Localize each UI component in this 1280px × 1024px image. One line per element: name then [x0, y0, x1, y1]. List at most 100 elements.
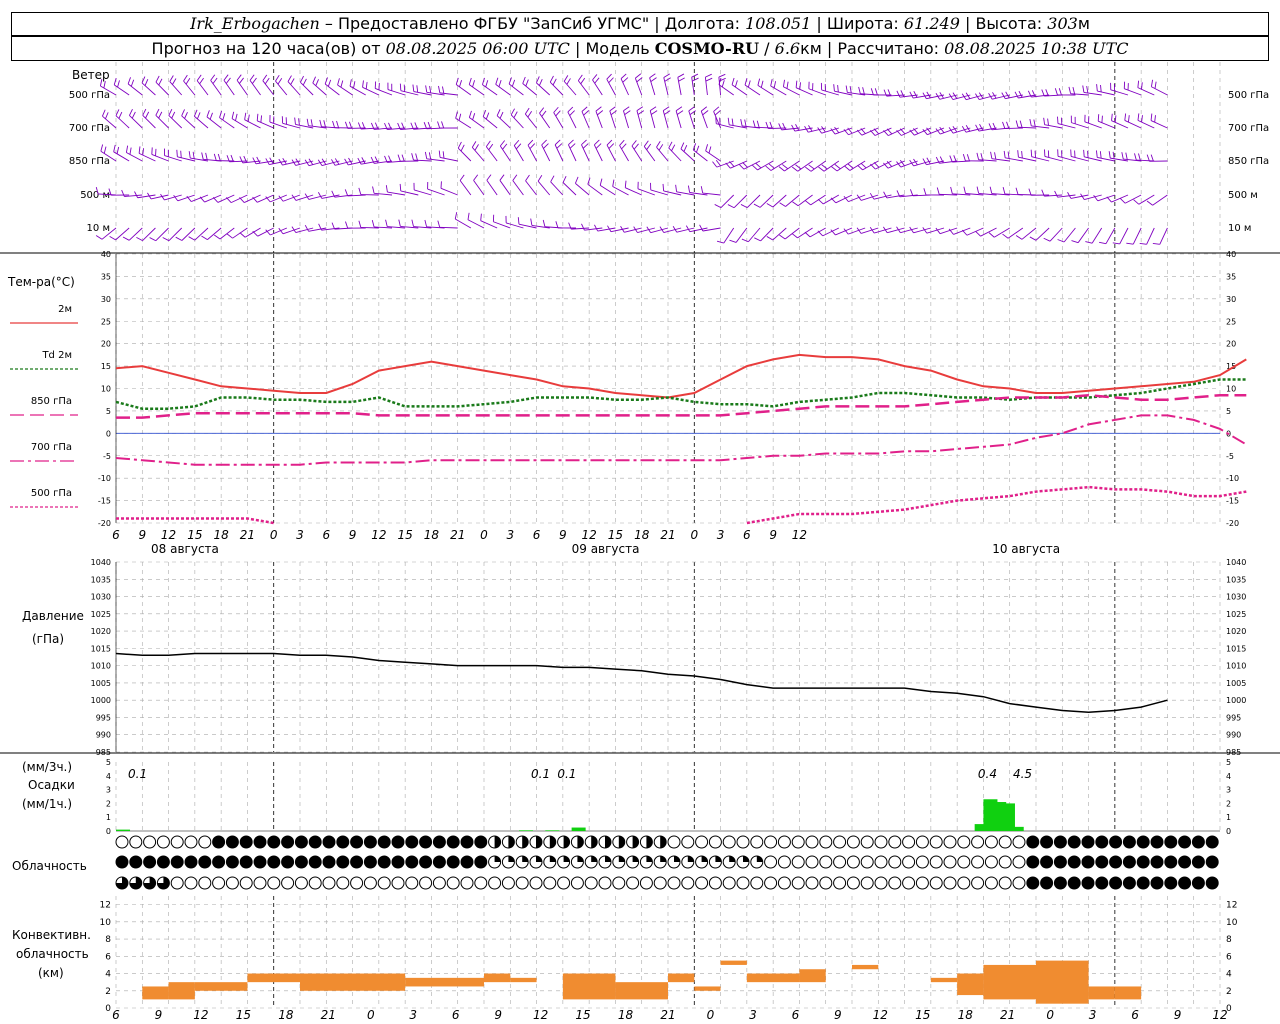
conv-bar	[983, 964, 1036, 1000]
wind-barb-flag	[397, 154, 401, 162]
temp-series-line	[116, 485, 1247, 525]
temp-legend-label: 2м	[58, 304, 72, 315]
wind-barb	[1110, 89, 1129, 96]
wind-barb	[549, 81, 564, 96]
cloud-symbol	[198, 876, 212, 890]
wind-barb-flag	[830, 128, 836, 135]
cloud-symbol-fill	[687, 856, 694, 862]
wind-barb-flag	[142, 148, 145, 156]
wind-barb-flag	[327, 79, 332, 87]
temp-tick-left: 25	[101, 317, 111, 326]
wind-barb-flag	[188, 236, 195, 241]
wind-barb	[886, 94, 905, 97]
x-hour-tick-bottom: 18	[958, 1008, 974, 1022]
cloud-symbol	[929, 876, 943, 890]
wind-barb	[101, 227, 117, 240]
wind-barb	[375, 88, 393, 96]
cloud-symbol	[626, 876, 640, 890]
wind-barb-flag	[658, 144, 664, 151]
lat-label: Широта:	[826, 14, 899, 33]
wind-barb	[746, 194, 761, 208]
wind-barb	[1084, 121, 1102, 129]
cloud-symbol	[971, 876, 985, 890]
wind-barb	[1063, 227, 1076, 243]
cloud-symbol	[267, 876, 281, 890]
wind-barb	[257, 120, 274, 129]
wind-barb-flag	[265, 158, 270, 165]
station-name: Irk_Erbogachen	[190, 14, 320, 33]
wind-barb-flag	[610, 110, 617, 116]
wind-barb	[413, 91, 432, 96]
wind-barb-flag	[621, 143, 627, 150]
cloud-symbol	[432, 835, 446, 849]
pressure-tick-left: 1000	[91, 696, 111, 705]
wind-barb	[676, 191, 695, 196]
cloud-symbol-fill	[618, 856, 625, 862]
precip-tick-right: 1	[1226, 813, 1231, 822]
cloud-symbol	[129, 835, 143, 849]
wind-barb-flag	[205, 152, 208, 160]
x-hour-tick-bottom: 15	[915, 1008, 930, 1022]
wind-barb	[113, 84, 130, 96]
wind-barb-flag	[554, 139, 561, 146]
wind-barb-flag	[196, 74, 202, 81]
wind-barb	[482, 84, 498, 96]
wind-barb-flag	[317, 159, 323, 166]
wind-barb-flag	[1045, 89, 1049, 96]
wind-barb-flag	[100, 144, 104, 152]
cloud-symbol	[322, 835, 336, 849]
wind-barb-flag	[817, 127, 823, 134]
wind-barb-flag	[883, 130, 889, 136]
wind-barb-flag	[862, 87, 865, 95]
pressure-tick-left: 1020	[91, 627, 111, 636]
lat-value: 61.249	[903, 14, 960, 33]
wind-barb	[349, 85, 366, 96]
cloud-symbol	[570, 876, 584, 890]
conv-bar	[1088, 986, 1115, 1000]
wind-barb	[553, 112, 564, 129]
wind-barb-flag	[963, 186, 966, 194]
wind-barb	[508, 83, 524, 96]
wind-barb	[142, 227, 156, 241]
wind-barb-flag	[988, 232, 995, 238]
wind-barb-flag	[988, 123, 993, 130]
wind-barb-flag	[312, 76, 316, 84]
cloud-symbol	[833, 876, 847, 890]
wind-barb-flag	[922, 92, 927, 99]
wind-barb	[1105, 227, 1116, 244]
cloud-symbol	[984, 876, 998, 890]
wind-barb	[486, 179, 498, 196]
wind-barb-flag	[398, 219, 401, 227]
wind-barb-flag	[939, 156, 944, 164]
wind-barb-flag	[909, 159, 914, 167]
cloud-symbol	[1191, 835, 1205, 849]
cloud-symbol-fill	[494, 856, 501, 862]
conv-bar	[1114, 986, 1142, 1000]
wind-barb-flag	[583, 110, 590, 116]
wind-barb-flag	[869, 192, 875, 200]
pressure-tick-right: 1005	[1226, 679, 1246, 688]
wind-barb-flag	[677, 73, 685, 78]
wind-barb	[1070, 93, 1089, 96]
wind-barb-flag	[226, 233, 233, 239]
wind-barb	[631, 145, 643, 162]
cloud-symbol	[888, 835, 902, 849]
wind-barb-flag	[1041, 189, 1045, 197]
wind-barb-flag	[847, 163, 854, 169]
wind-barb	[772, 194, 787, 208]
wind-barb-flag	[978, 92, 984, 99]
cloud-symbol	[860, 876, 874, 890]
wind-barb	[939, 193, 958, 196]
wind-barb	[191, 194, 209, 202]
cloud-symbol	[308, 855, 322, 869]
wind-barb-flag	[1106, 196, 1112, 203]
wind-barb	[219, 117, 235, 129]
x-hour-tick: 0	[690, 528, 698, 542]
cloud-symbol-fill	[508, 836, 515, 848]
wind-barb-flag	[1003, 150, 1006, 158]
wind-barb-flag	[782, 164, 789, 170]
conv-bar	[484, 973, 511, 983]
cloud-symbol	[1067, 876, 1081, 890]
wind-barb-flag	[169, 75, 174, 82]
wind-barb	[656, 146, 669, 162]
